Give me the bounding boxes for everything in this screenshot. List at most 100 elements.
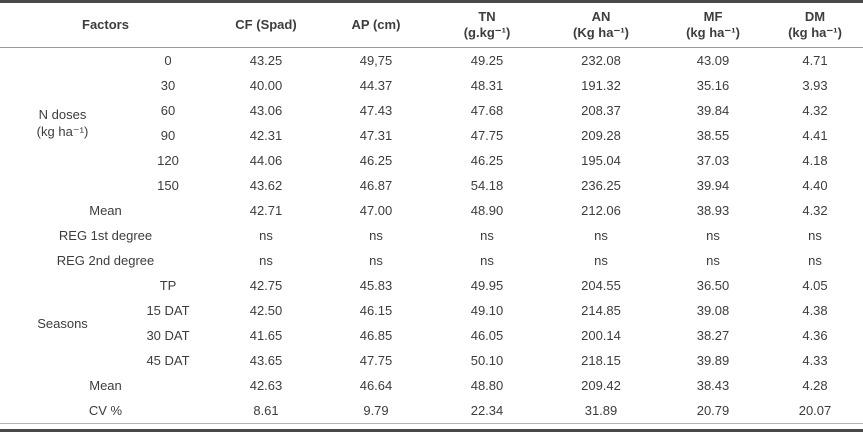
data-cell: 42.31 (249, 128, 283, 143)
factor-level-cell: 30 DAT (146, 328, 190, 343)
column-header-factors: Factors (0, 3, 211, 48)
data-cell: 47.31 (359, 128, 393, 143)
data-cell: 39.08 (696, 303, 730, 318)
factor-level-cell: 150 (157, 178, 179, 193)
data-cell: 232.08 (581, 53, 621, 68)
data-cell: 42.63 (249, 378, 283, 393)
data-cell: 20.79 (659, 398, 767, 424)
data-cell: 3.93 (802, 78, 828, 93)
table-row-dose-90: 90 42.31 47.31 47.75 209.28 38.55 4.41 (0, 123, 863, 148)
row-label: REG 1st degree (58, 228, 153, 243)
data-cell: 31.89 (543, 398, 659, 424)
data-cell: 20.07 (767, 398, 863, 424)
factor-group-seasons: Seasons (37, 315, 88, 331)
column-header-ap: AP (cm) (321, 3, 431, 48)
data-cell: 38.55 (696, 128, 730, 143)
data-cell: 50.10 (470, 353, 504, 368)
data-cell: ns (808, 228, 822, 243)
data-cell: 4.36 (802, 328, 828, 343)
data-cell: ns (369, 253, 383, 268)
table-row-season-tp: Seasons TP 42.75 45.83 49.95 204.55 36.5… (0, 273, 863, 331)
data-cell: 35.16 (696, 78, 730, 93)
data-cell: 4.33 (802, 353, 828, 368)
data-cell: 39.84 (696, 103, 730, 118)
row-label: CV % (0, 398, 211, 424)
factor-level-cell: 60 (160, 103, 176, 118)
data-cell: 209.42 (581, 378, 621, 393)
data-cell: 48.31 (470, 78, 504, 93)
data-cell: 191.32 (581, 78, 621, 93)
factor-level-cell: 45 DAT (146, 353, 190, 368)
data-cell: 46.25 (470, 153, 504, 168)
table-row-dose-30: 30 40.00 44.37 48.31 191.32 35.16 3.93 (0, 73, 863, 98)
data-cell: 40.00 (249, 78, 283, 93)
data-cell: 37.03 (696, 153, 730, 168)
data-cell: 49,75 (359, 53, 393, 68)
data-cell: 44.06 (249, 153, 283, 168)
column-header-an: AN (Kg ha⁻¹) (543, 3, 659, 48)
data-cell: 4.32 (802, 203, 828, 218)
data-cell: ns (259, 228, 273, 243)
data-cell: 9.79 (321, 398, 431, 424)
data-cell: 236.25 (581, 178, 621, 193)
table-row-seasons-mean: Mean 42.63 46.64 48.80 209.42 38.43 4.28 (0, 373, 863, 398)
column-header-cf: CF (Spad) (211, 3, 321, 48)
data-cell: ns (480, 253, 494, 268)
data-cell: 22.34 (431, 398, 543, 424)
data-cell: 46.87 (359, 178, 393, 193)
header-row: Factors CF (Spad) AP (cm) TN (g.kg⁻¹) AN(… (0, 3, 863, 48)
data-cell: 47.75 (359, 353, 393, 368)
data-cell: 4.32 (802, 103, 828, 118)
data-cell: 49.25 (470, 53, 504, 68)
table-row-dose-150: 150 43.62 46.87 54.18 236.25 39.94 4.40 (0, 173, 863, 198)
data-cell: ns (480, 228, 494, 243)
factor-level-cell: 30 (160, 78, 176, 93)
column-header-dm: DM (kg ha⁻¹) (767, 3, 863, 48)
data-cell: 43.25 (249, 53, 283, 68)
data-cell: 42.50 (249, 303, 283, 318)
table-row-season-30dat: 30 DAT 41.65 46.85 46.05 200.14 38.27 4.… (0, 323, 863, 348)
data-cell: 49.95 (470, 278, 504, 293)
table-body: N doses (kg ha⁻¹) 0 43.25 49,75 49.25 232… (0, 48, 863, 424)
data-cell: 42.71 (249, 203, 283, 218)
row-label: Mean (89, 378, 122, 393)
table-row-reg-1st: REG 1st degree ns ns ns ns ns ns (0, 223, 863, 248)
data-cell: 43.09 (696, 53, 730, 68)
data-cell: 46.15 (359, 303, 393, 318)
data-cell: 4.05 (802, 278, 828, 293)
data-cell: 212.06 (581, 203, 621, 218)
data-cell: 47.00 (359, 203, 393, 218)
table-row-season-15dat: 15 DAT 42.50 46.15 49.10 214.85 39.08 4.… (0, 298, 863, 323)
table-row-cv: CV % 8.61 9.79 22.34 31.89 20.79 20.07 (0, 398, 863, 424)
data-cell: 43.06 (249, 103, 283, 118)
data-cell: 45.83 (359, 278, 393, 293)
data-cell: ns (706, 253, 720, 268)
table-row-dose-120: 120 44.06 46.25 46.25 195.04 37.03 4.18 (0, 148, 863, 173)
data-cell: 41.65 (249, 328, 283, 343)
column-header-tn: TN (g.kg⁻¹) (431, 3, 543, 48)
factor-level-cell: 0 (164, 53, 172, 68)
table-row-dose-0: N doses (kg ha⁻¹) 0 43.25 49,75 49.25 232… (0, 48, 863, 139)
data-cell: 200.14 (581, 328, 621, 343)
results-table: Factors CF (Spad) AP (cm) TN (g.kg⁻¹) AN(… (0, 3, 863, 424)
data-cell: 43.65 (249, 353, 283, 368)
factor-level-cell: 90 (160, 128, 176, 143)
data-cell: 46.85 (359, 328, 393, 343)
data-cell: 39.94 (696, 178, 730, 193)
data-cell: 38.27 (696, 328, 730, 343)
data-cell: 43.62 (249, 178, 283, 193)
row-label: Mean (89, 203, 122, 218)
data-cell: 42.75 (249, 278, 283, 293)
table-header: Factors CF (Spad) AP (cm) TN (g.kg⁻¹) AN(… (0, 3, 863, 48)
data-cell: 47.68 (470, 103, 504, 118)
data-cell: 214.85 (581, 303, 621, 318)
data-cell: 4.38 (802, 303, 828, 318)
data-cell: 8.61 (211, 398, 321, 424)
data-cell: 46.25 (359, 153, 393, 168)
data-cell: 48.90 (470, 203, 504, 218)
data-cell: 4.28 (802, 378, 828, 393)
data-cell: 218.15 (581, 353, 621, 368)
data-cell: ns (706, 228, 720, 243)
data-cell: 4.18 (802, 153, 828, 168)
factor-group-n-doses: N doses (kg ha⁻¹) (36, 107, 89, 139)
